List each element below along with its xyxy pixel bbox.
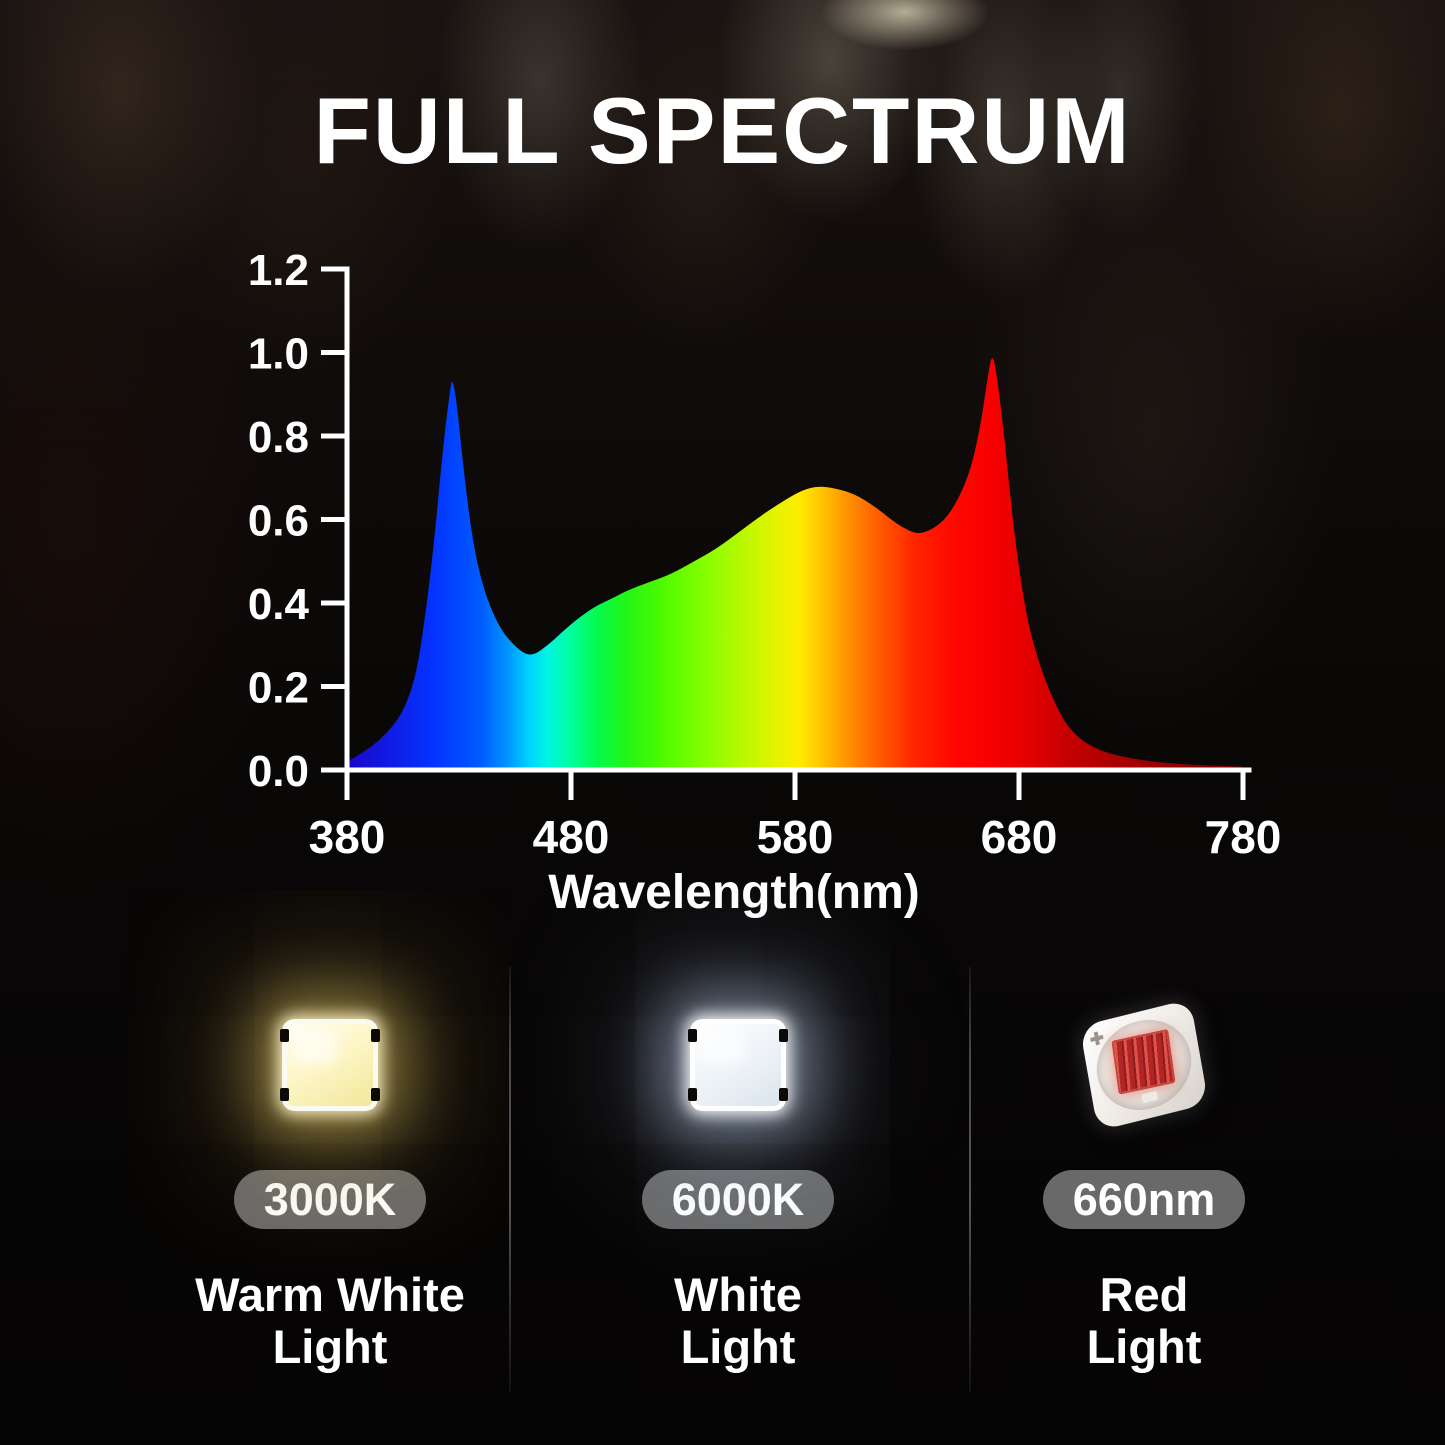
led-column-white: 6000K White Light (528, 945, 948, 1372)
led-label: Warm White Light (195, 1269, 465, 1372)
spectrum-area (347, 358, 1243, 770)
x-tick-label: 780 (1205, 811, 1282, 863)
white-led-chip (688, 1019, 788, 1111)
x-tick-label: 580 (757, 811, 834, 863)
chip-slot (280, 1005, 380, 1125)
chip-notch (779, 1088, 788, 1101)
chip-notch (371, 1029, 380, 1042)
temperature-badge: 6000K (641, 1170, 835, 1229)
y-tick-label: 0.0 (248, 747, 309, 796)
y-tick-label: 0.4 (248, 580, 310, 629)
led-label-line: Light (272, 1319, 388, 1373)
chip-notch (779, 1029, 788, 1042)
chip-notch (280, 1029, 289, 1042)
x-tick-label: 480 (533, 811, 610, 863)
led-label: White Light (674, 1269, 802, 1372)
x-tick-label: 680 (981, 811, 1058, 863)
led-label-line: White (674, 1268, 802, 1321)
led-label-line: Warm White (195, 1268, 465, 1321)
y-tick-label: 1.2 (248, 246, 309, 295)
x-tick-label: 380 (309, 811, 386, 863)
led-label-line: Red (1099, 1268, 1189, 1321)
led-column-red: ✚ 660nm Red Light (934, 945, 1354, 1372)
package-marker: ✚ (1088, 1027, 1106, 1051)
red-660nm-led-chip: ✚ (1079, 998, 1209, 1132)
led-section: 3000K Warm White Light 6000K White Light (0, 945, 1445, 1445)
led-label-line: Light (1086, 1319, 1202, 1373)
chip-slot: ✚ (1079, 998, 1209, 1132)
temperature-badge: 3000K (233, 1170, 427, 1229)
led-label-line: Light (680, 1319, 796, 1373)
y-tick-label: 0.6 (248, 497, 309, 546)
chip-slot (688, 1005, 788, 1125)
vertical-divider (509, 967, 511, 1392)
x-axis-label: Wavelength(nm) (548, 866, 920, 919)
chip-notch (688, 1088, 697, 1101)
chip-notch (280, 1088, 289, 1101)
y-tick-label: 1.0 (248, 330, 309, 379)
page-title: FULL SPECTRUM (313, 78, 1132, 183)
wavelength-badge: 660nm (1042, 1170, 1246, 1229)
spectrum-chart: 0.0 0.2 0.4 0.6 0.8 1.0 1.2 380 480 580 680 780 Wave… (248, 246, 1282, 919)
chip-notch (688, 1029, 697, 1042)
y-tick-label: 0.2 (248, 664, 309, 713)
y-tick-label: 0.8 (248, 413, 309, 462)
warm-white-led-chip (280, 1019, 380, 1111)
chip-notch (371, 1088, 380, 1101)
vertical-divider (969, 967, 971, 1392)
led-column-warm-white: 3000K Warm White Light (120, 945, 540, 1372)
led-label: Red Light (1087, 1269, 1202, 1372)
